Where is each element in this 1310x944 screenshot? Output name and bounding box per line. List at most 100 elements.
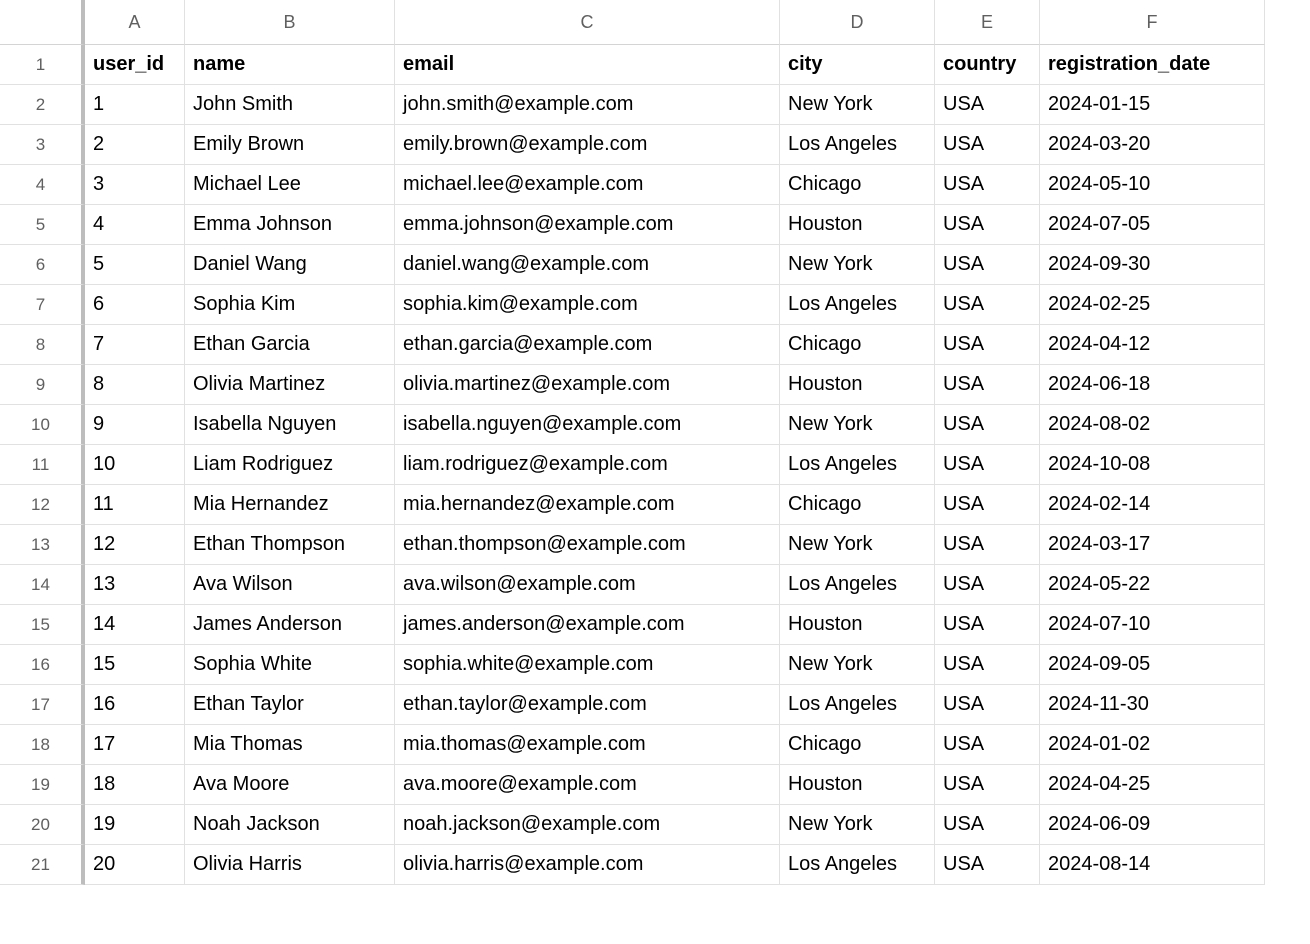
data-cell[interactable]: noah.jackson@example.com [395, 805, 780, 845]
data-cell[interactable]: Michael Lee [185, 165, 395, 205]
row-header-21[interactable]: 21 [0, 845, 85, 885]
data-cell[interactable]: 16 [85, 685, 185, 725]
data-cell[interactable]: New York [780, 525, 935, 565]
data-cell[interactable]: USA [935, 365, 1040, 405]
data-cell[interactable]: Houston [780, 205, 935, 245]
data-cell[interactable]: USA [935, 565, 1040, 605]
data-cell[interactable]: 14 [85, 605, 185, 645]
data-cell[interactable]: 2024-03-17 [1040, 525, 1265, 565]
data-cell[interactable]: Chicago [780, 165, 935, 205]
data-cell[interactable]: mia.thomas@example.com [395, 725, 780, 765]
row-header-15[interactable]: 15 [0, 605, 85, 645]
data-cell[interactable]: 2024-09-30 [1040, 245, 1265, 285]
row-header-17[interactable]: 17 [0, 685, 85, 725]
data-cell[interactable]: john.smith@example.com [395, 85, 780, 125]
data-cell[interactable]: Ethan Thompson [185, 525, 395, 565]
data-cell[interactable]: ethan.thompson@example.com [395, 525, 780, 565]
header-cell-city[interactable]: city [780, 45, 935, 85]
header-cell-email[interactable]: email [395, 45, 780, 85]
row-header-6[interactable]: 6 [0, 245, 85, 285]
data-cell[interactable]: 2024-10-08 [1040, 445, 1265, 485]
data-cell[interactable]: James Anderson [185, 605, 395, 645]
data-cell[interactable]: 2024-08-14 [1040, 845, 1265, 885]
data-cell[interactable]: 2024-01-02 [1040, 725, 1265, 765]
data-cell[interactable]: Chicago [780, 325, 935, 365]
data-cell[interactable]: Los Angeles [780, 845, 935, 885]
data-cell[interactable]: 19 [85, 805, 185, 845]
data-cell[interactable]: 9 [85, 405, 185, 445]
data-cell[interactable]: USA [935, 405, 1040, 445]
data-cell[interactable]: 2024-05-10 [1040, 165, 1265, 205]
header-cell-registration-date[interactable]: registration_date [1040, 45, 1265, 85]
row-header-16[interactable]: 16 [0, 645, 85, 685]
data-cell[interactable]: daniel.wang@example.com [395, 245, 780, 285]
row-header-9[interactable]: 9 [0, 365, 85, 405]
data-cell[interactable]: 2024-03-20 [1040, 125, 1265, 165]
data-cell[interactable]: Liam Rodriguez [185, 445, 395, 485]
row-header-18[interactable]: 18 [0, 725, 85, 765]
row-header-12[interactable]: 12 [0, 485, 85, 525]
data-cell[interactable]: New York [780, 245, 935, 285]
data-cell[interactable]: 2024-05-22 [1040, 565, 1265, 605]
data-cell[interactable]: Ethan Taylor [185, 685, 395, 725]
data-cell[interactable]: USA [935, 245, 1040, 285]
header-cell-name[interactable]: name [185, 45, 395, 85]
data-cell[interactable]: USA [935, 285, 1040, 325]
data-cell[interactable]: USA [935, 685, 1040, 725]
data-cell[interactable]: emma.johnson@example.com [395, 205, 780, 245]
column-header-b[interactable]: B [185, 0, 395, 45]
row-header-5[interactable]: 5 [0, 205, 85, 245]
data-cell[interactable]: 20 [85, 845, 185, 885]
data-cell[interactable]: 11 [85, 485, 185, 525]
row-header-1[interactable]: 1 [0, 45, 85, 85]
data-cell[interactable]: USA [935, 605, 1040, 645]
data-cell[interactable]: Los Angeles [780, 445, 935, 485]
data-cell[interactable]: 5 [85, 245, 185, 285]
data-cell[interactable]: Los Angeles [780, 565, 935, 605]
data-cell[interactable]: Houston [780, 365, 935, 405]
row-header-3[interactable]: 3 [0, 125, 85, 165]
data-cell[interactable]: james.anderson@example.com [395, 605, 780, 645]
data-cell[interactable]: sophia.kim@example.com [395, 285, 780, 325]
data-cell[interactable]: USA [935, 85, 1040, 125]
data-cell[interactable]: 2024-01-15 [1040, 85, 1265, 125]
row-header-2[interactable]: 2 [0, 85, 85, 125]
data-cell[interactable]: 3 [85, 165, 185, 205]
data-cell[interactable]: 1 [85, 85, 185, 125]
data-cell[interactable]: 17 [85, 725, 185, 765]
data-cell[interactable]: 2024-08-02 [1040, 405, 1265, 445]
data-cell[interactable]: sophia.white@example.com [395, 645, 780, 685]
data-cell[interactable]: Mia Hernandez [185, 485, 395, 525]
data-cell[interactable]: USA [935, 845, 1040, 885]
data-cell[interactable]: Olivia Martinez [185, 365, 395, 405]
data-cell[interactable]: 6 [85, 285, 185, 325]
data-cell[interactable]: mia.hernandez@example.com [395, 485, 780, 525]
data-cell[interactable]: ava.moore@example.com [395, 765, 780, 805]
data-cell[interactable]: Los Angeles [780, 685, 935, 725]
data-cell[interactable]: USA [935, 445, 1040, 485]
data-cell[interactable]: Ava Moore [185, 765, 395, 805]
data-cell[interactable]: USA [935, 525, 1040, 565]
data-cell[interactable]: John Smith [185, 85, 395, 125]
select-all-corner[interactable] [0, 0, 85, 45]
data-cell[interactable]: Sophia White [185, 645, 395, 685]
data-cell[interactable]: 13 [85, 565, 185, 605]
row-header-20[interactable]: 20 [0, 805, 85, 845]
data-cell[interactable]: New York [780, 85, 935, 125]
data-cell[interactable]: USA [935, 205, 1040, 245]
data-cell[interactable]: Isabella Nguyen [185, 405, 395, 445]
data-cell[interactable]: 8 [85, 365, 185, 405]
data-cell[interactable]: 2024-02-14 [1040, 485, 1265, 525]
data-cell[interactable]: 2024-09-05 [1040, 645, 1265, 685]
data-cell[interactable]: Noah Jackson [185, 805, 395, 845]
data-cell[interactable]: ava.wilson@example.com [395, 565, 780, 605]
data-cell[interactable]: New York [780, 645, 935, 685]
data-cell[interactable]: New York [780, 405, 935, 445]
column-header-e[interactable]: E [935, 0, 1040, 45]
data-cell[interactable]: USA [935, 765, 1040, 805]
data-cell[interactable]: ethan.taylor@example.com [395, 685, 780, 725]
row-header-10[interactable]: 10 [0, 405, 85, 445]
row-header-19[interactable]: 19 [0, 765, 85, 805]
data-cell[interactable]: USA [935, 165, 1040, 205]
data-cell[interactable]: Houston [780, 765, 935, 805]
